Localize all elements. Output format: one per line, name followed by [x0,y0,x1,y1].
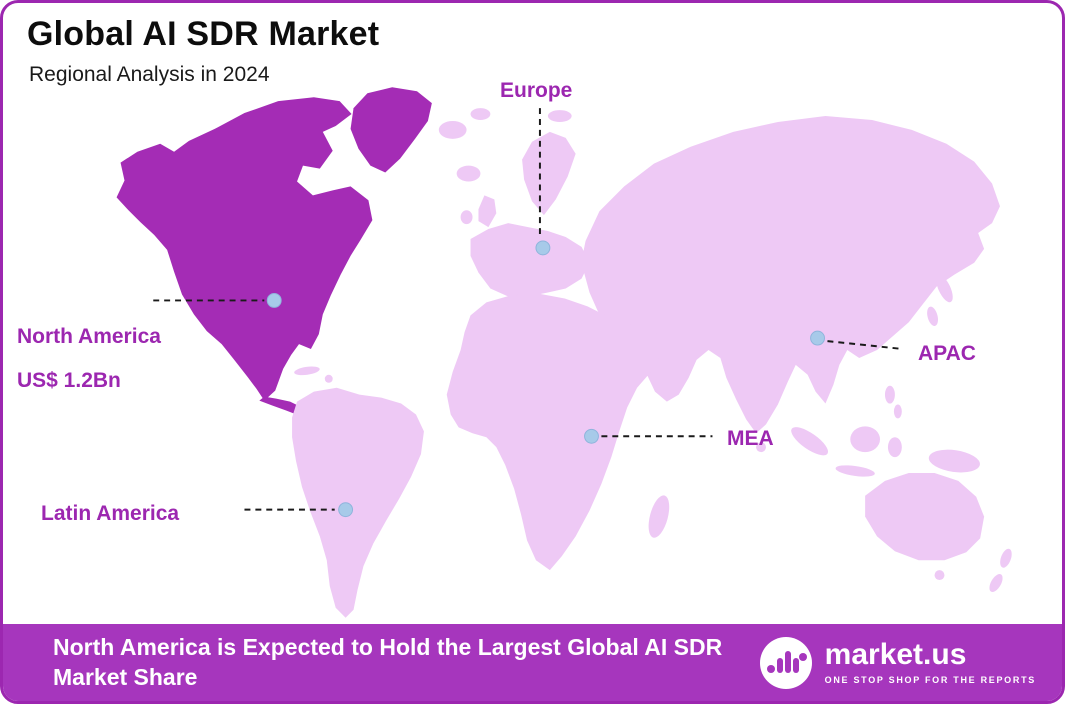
north-america-value: US$ 1.2Bn [17,369,121,392]
marker-europe [535,240,551,256]
marker-north-america [266,293,282,308]
region-uk [478,195,497,228]
brand-tagline: ONE STOP SHOP FOR THE REPORTS [824,675,1036,685]
markers [266,240,825,518]
region-australia [865,472,985,561]
europe-label: Europe [500,79,573,102]
region-asia [582,116,1000,434]
marker-latin-america [338,502,354,518]
latin-america-label: Latin America [41,502,180,525]
marker-mea [584,428,599,444]
region-scandinavia [522,131,576,216]
north-america-label: North America [17,325,161,348]
region-ireland [460,210,473,225]
footer-headline: North America is Expected to Hold the La… [53,634,723,690]
islands [294,108,1012,592]
page-subtitle: Regional Analysis in 2024 [29,63,270,86]
brand-text: market.us ONE STOP SHOP FOR THE REPORTS [824,638,1036,686]
region-greenland [350,87,432,173]
continents [116,87,1012,618]
region-south-america [292,387,424,618]
marker-apac [810,330,825,346]
connector-apac [827,340,903,351]
world-map [116,87,1012,618]
connectors [153,108,903,511]
region-north-america [116,97,373,401]
apac-label: APAC [918,342,976,365]
footer-banner: North America is Expected to Hold the La… [3,624,1062,701]
mea-label: MEA [727,427,774,450]
brand: market.us ONE STOP SHOP FOR THE REPORTS [759,636,1036,690]
page-title: Global AI SDR Market [27,15,380,53]
region-africa [446,293,662,571]
brand-name: market.us [824,638,967,671]
region-europe-mainland [470,223,590,297]
marketus-logo-icon [759,636,812,689]
